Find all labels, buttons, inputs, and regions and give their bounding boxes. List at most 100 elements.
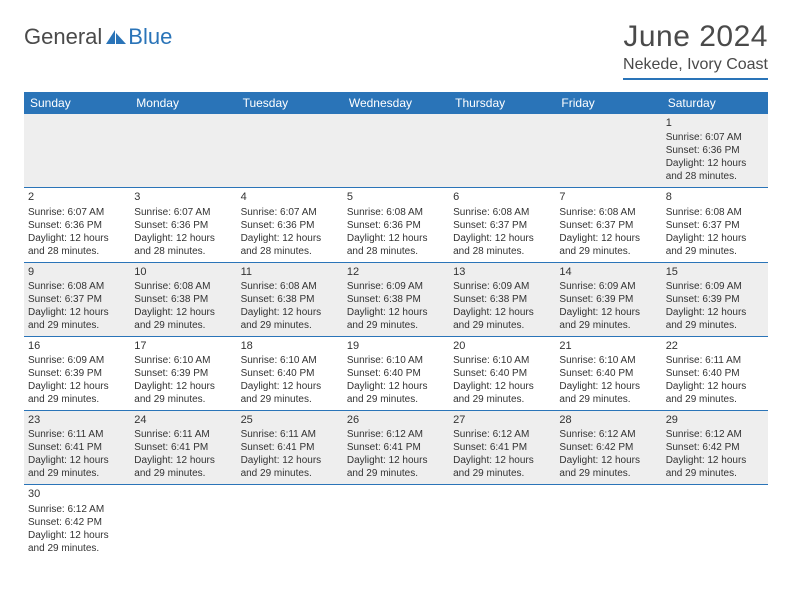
sunrise-text: Sunrise: 6:12 AM (666, 428, 764, 441)
sunrise-text: Sunrise: 6:09 AM (666, 280, 764, 293)
daylight-text-2: and 29 minutes. (241, 319, 339, 332)
calendar-cell (555, 485, 661, 559)
daylight-text-1: Daylight: 12 hours (559, 232, 657, 245)
calendar-cell: 13Sunrise: 6:09 AMSunset: 6:38 PMDayligh… (449, 262, 555, 336)
daylight-text-1: Daylight: 12 hours (134, 380, 232, 393)
calendar-cell: 23Sunrise: 6:11 AMSunset: 6:41 PMDayligh… (24, 411, 130, 485)
sunrise-text: Sunrise: 6:10 AM (559, 354, 657, 367)
header: General Blue June 2024 Nekede, Ivory Coa… (24, 20, 768, 80)
daylight-text-1: Daylight: 12 hours (453, 306, 551, 319)
calendar-cell: 7Sunrise: 6:08 AMSunset: 6:37 PMDaylight… (555, 188, 661, 262)
daylight-text-1: Daylight: 12 hours (347, 232, 445, 245)
sunrise-text: Sunrise: 6:08 AM (241, 280, 339, 293)
calendar-cell: 16Sunrise: 6:09 AMSunset: 6:39 PMDayligh… (24, 336, 130, 410)
sunrise-text: Sunrise: 6:08 AM (559, 206, 657, 219)
daylight-text-1: Daylight: 12 hours (28, 529, 126, 542)
day-number: 5 (347, 190, 445, 204)
logo-text-blue: Blue (128, 24, 172, 50)
sunset-text: Sunset: 6:40 PM (453, 367, 551, 380)
calendar-cell: 22Sunrise: 6:11 AMSunset: 6:40 PMDayligh… (662, 336, 768, 410)
sunset-text: Sunset: 6:41 PM (453, 441, 551, 454)
calendar-cell (343, 485, 449, 559)
daylight-text-1: Daylight: 12 hours (347, 380, 445, 393)
daylight-text-1: Daylight: 12 hours (241, 306, 339, 319)
calendar-cell: 29Sunrise: 6:12 AMSunset: 6:42 PMDayligh… (662, 411, 768, 485)
calendar-cell (662, 485, 768, 559)
daylight-text-2: and 29 minutes. (28, 393, 126, 406)
day-number: 12 (347, 265, 445, 279)
sunrise-text: Sunrise: 6:09 AM (28, 354, 126, 367)
calendar-cell: 10Sunrise: 6:08 AMSunset: 6:38 PMDayligh… (130, 262, 236, 336)
daylight-text-1: Daylight: 12 hours (28, 232, 126, 245)
daylight-text-2: and 28 minutes. (666, 170, 764, 183)
sunset-text: Sunset: 6:40 PM (559, 367, 657, 380)
calendar-cell (237, 114, 343, 188)
daylight-text-2: and 29 minutes. (134, 319, 232, 332)
calendar-table: Sunday Monday Tuesday Wednesday Thursday… (24, 92, 768, 559)
daylight-text-2: and 29 minutes. (241, 467, 339, 480)
day-number: 20 (453, 339, 551, 353)
logo-text-general: General (24, 24, 102, 50)
day-number: 3 (134, 190, 232, 204)
daylight-text-1: Daylight: 12 hours (347, 306, 445, 319)
sunset-text: Sunset: 6:36 PM (241, 219, 339, 232)
day-number: 25 (241, 413, 339, 427)
calendar-cell (555, 114, 661, 188)
sunrise-text: Sunrise: 6:11 AM (666, 354, 764, 367)
sunset-text: Sunset: 6:36 PM (134, 219, 232, 232)
calendar-week-row: 16Sunrise: 6:09 AMSunset: 6:39 PMDayligh… (24, 336, 768, 410)
sunset-text: Sunset: 6:42 PM (666, 441, 764, 454)
calendar-cell: 30Sunrise: 6:12 AMSunset: 6:42 PMDayligh… (24, 485, 130, 559)
sunset-text: Sunset: 6:41 PM (241, 441, 339, 454)
daylight-text-1: Daylight: 12 hours (559, 454, 657, 467)
day-number: 22 (666, 339, 764, 353)
day-number: 7 (559, 190, 657, 204)
sunset-text: Sunset: 6:40 PM (241, 367, 339, 380)
daylight-text-1: Daylight: 12 hours (347, 454, 445, 467)
calendar-cell: 5Sunrise: 6:08 AMSunset: 6:36 PMDaylight… (343, 188, 449, 262)
day-header-saturday: Saturday (662, 92, 768, 114)
sunset-text: Sunset: 6:36 PM (666, 144, 764, 157)
sunset-text: Sunset: 6:38 PM (241, 293, 339, 306)
calendar-cell: 11Sunrise: 6:08 AMSunset: 6:38 PMDayligh… (237, 262, 343, 336)
day-number: 26 (347, 413, 445, 427)
sunrise-text: Sunrise: 6:11 AM (28, 428, 126, 441)
sunset-text: Sunset: 6:42 PM (28, 516, 126, 529)
sunrise-text: Sunrise: 6:09 AM (559, 280, 657, 293)
sunrise-text: Sunrise: 6:08 AM (347, 206, 445, 219)
sunset-text: Sunset: 6:41 PM (28, 441, 126, 454)
day-number: 15 (666, 265, 764, 279)
calendar-cell (130, 114, 236, 188)
sunset-text: Sunset: 6:36 PM (28, 219, 126, 232)
sunrise-text: Sunrise: 6:10 AM (241, 354, 339, 367)
sunrise-text: Sunrise: 6:10 AM (453, 354, 551, 367)
daylight-text-2: and 29 minutes. (28, 467, 126, 480)
daylight-text-1: Daylight: 12 hours (453, 454, 551, 467)
calendar-cell: 6Sunrise: 6:08 AMSunset: 6:37 PMDaylight… (449, 188, 555, 262)
daylight-text-2: and 28 minutes. (241, 245, 339, 258)
calendar-cell: 17Sunrise: 6:10 AMSunset: 6:39 PMDayligh… (130, 336, 236, 410)
header-right: June 2024 Nekede, Ivory Coast (623, 20, 768, 80)
daylight-text-2: and 29 minutes. (28, 542, 126, 555)
daylight-text-1: Daylight: 12 hours (453, 380, 551, 393)
sunset-text: Sunset: 6:39 PM (134, 367, 232, 380)
calendar-cell: 8Sunrise: 6:08 AMSunset: 6:37 PMDaylight… (662, 188, 768, 262)
sunrise-text: Sunrise: 6:10 AM (347, 354, 445, 367)
daylight-text-1: Daylight: 12 hours (666, 306, 764, 319)
daylight-text-1: Daylight: 12 hours (666, 232, 764, 245)
daylight-text-2: and 28 minutes. (453, 245, 551, 258)
daylight-text-2: and 29 minutes. (559, 319, 657, 332)
calendar-cell: 28Sunrise: 6:12 AMSunset: 6:42 PMDayligh… (555, 411, 661, 485)
day-number: 18 (241, 339, 339, 353)
day-number: 10 (134, 265, 232, 279)
calendar-header-row: Sunday Monday Tuesday Wednesday Thursday… (24, 92, 768, 114)
daylight-text-1: Daylight: 12 hours (28, 380, 126, 393)
calendar-cell (449, 485, 555, 559)
daylight-text-1: Daylight: 12 hours (559, 380, 657, 393)
sunrise-text: Sunrise: 6:07 AM (28, 206, 126, 219)
month-title: June 2024 (623, 20, 768, 54)
calendar-week-row: 2Sunrise: 6:07 AMSunset: 6:36 PMDaylight… (24, 188, 768, 262)
daylight-text-2: and 28 minutes. (134, 245, 232, 258)
sunset-text: Sunset: 6:37 PM (666, 219, 764, 232)
day-number: 9 (28, 265, 126, 279)
